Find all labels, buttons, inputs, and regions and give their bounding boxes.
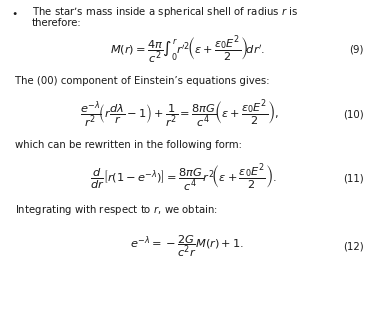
Text: which can be rewritten in the following form:: which can be rewritten in the following …: [15, 140, 242, 150]
Text: The star’s mass inside a spherical shell of radius $r$ is: The star’s mass inside a spherical shell…: [32, 5, 298, 19]
Text: $e^{-\lambda}=-\dfrac{2G}{c^2 r}M(r)+1.$: $e^{-\lambda}=-\dfrac{2G}{c^2 r}M(r)+1.$: [130, 234, 244, 259]
Text: $\dfrac{d}{dr}\left[r(1-e^{-\lambda})\right]=\dfrac{8\pi G}{c^4}r^2\!\left(\vare: $\dfrac{d}{dr}\left[r(1-e^{-\lambda})\ri…: [90, 163, 277, 195]
Text: (12): (12): [343, 241, 364, 251]
Text: (11): (11): [343, 174, 364, 184]
Text: $\bullet$: $\bullet$: [11, 7, 18, 17]
Text: $\dfrac{e^{-\lambda}}{r^2}\!\left(r\dfrac{d\lambda}{r}-1\right)+\dfrac{1}{r^2}=\: $\dfrac{e^{-\lambda}}{r^2}\!\left(r\dfra…: [80, 99, 280, 130]
Text: Integrating with respect to $r$, we obtain:: Integrating with respect to $r$, we obta…: [15, 203, 218, 217]
Text: $M(r) = \dfrac{4\pi}{c^2}\int_0^{r} r^{\prime 2}\!\left(\varepsilon+\dfrac{\vare: $M(r) = \dfrac{4\pi}{c^2}\int_0^{r} r^{\…: [110, 34, 265, 66]
Text: The (00) component of Einstein’s equations gives:: The (00) component of Einstein’s equatio…: [15, 76, 270, 86]
Text: (9): (9): [349, 45, 364, 55]
Text: (10): (10): [343, 110, 364, 120]
Text: therefore:: therefore:: [32, 18, 81, 28]
